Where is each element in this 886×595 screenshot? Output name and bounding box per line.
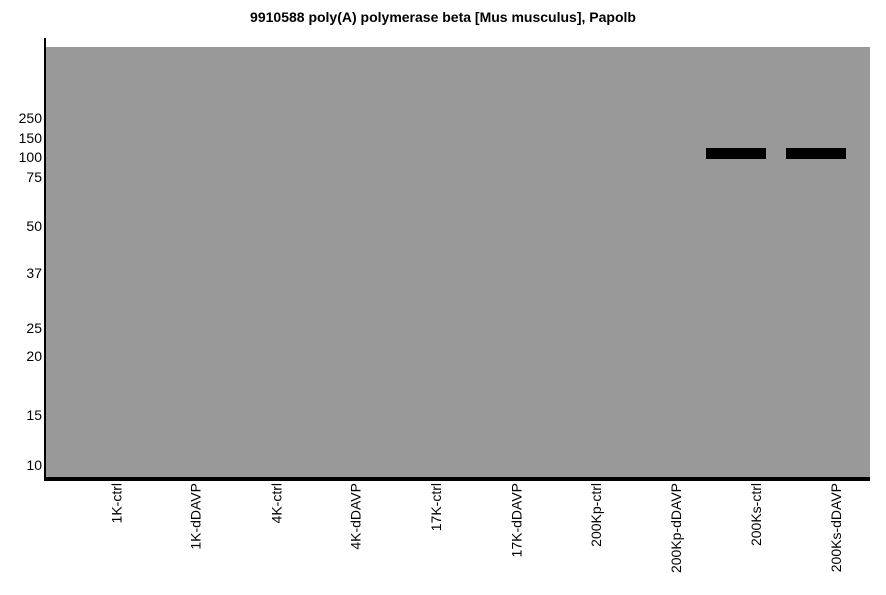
x-tick-label-4K-ctrl: 4K-ctrl — [268, 483, 284, 524]
x-tick-label-4K-dDAVP: 4K-dDAVP — [348, 483, 364, 550]
x-tick-label-1K-ctrl: 1K-ctrl — [108, 483, 124, 524]
gel-plot-area — [46, 47, 870, 477]
y-tick-label-100: 100 — [18, 149, 42, 165]
x-tick-label-17K-dDAVP: 17K-dDAVP — [508, 483, 524, 558]
x-tick-label-200Kp-dDAVP: 200Kp-dDAVP — [668, 483, 684, 574]
x-tick-label-1K-dDAVP: 1K-dDAVP — [188, 483, 204, 550]
protein-band-200Ks-dDAVP — [786, 148, 846, 159]
x-tick-label-200Kp-ctrl: 200Kp-ctrl — [588, 483, 604, 547]
y-tick-label-75: 75 — [26, 169, 42, 185]
y-tick-label-10: 10 — [26, 457, 42, 473]
y-tick-label-15: 15 — [26, 407, 42, 423]
x-tick-label-200Ks-ctrl: 200Ks-ctrl — [748, 483, 764, 547]
y-tick-label-50: 50 — [26, 218, 42, 234]
x-axis-line — [44, 477, 870, 481]
protein-band-200Ks-ctrl — [706, 148, 766, 159]
y-tick-label-37: 37 — [26, 265, 42, 281]
y-axis-line — [44, 38, 46, 481]
y-tick-label-250: 250 — [18, 110, 42, 126]
y-tick-label-150: 150 — [18, 130, 42, 146]
chart-title: 9910588 poly(A) polymerase beta [Mus mus… — [250, 9, 636, 25]
x-tick-label-200Ks-dDAVP: 200Ks-dDAVP — [828, 483, 844, 573]
y-tick-label-25: 25 — [26, 320, 42, 336]
x-tick-label-17K-ctrl: 17K-ctrl — [428, 483, 444, 532]
y-tick-label-20: 20 — [26, 348, 42, 364]
